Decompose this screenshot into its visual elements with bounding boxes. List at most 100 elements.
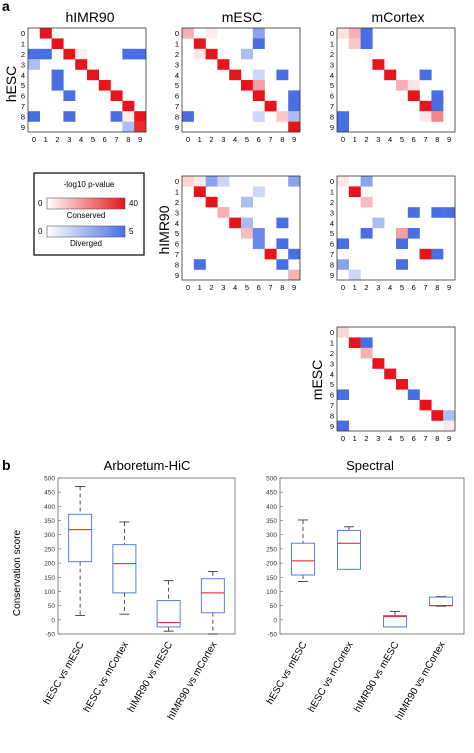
heatmap-cell — [396, 228, 408, 239]
boxplot-category-label: hESC vs mCortex — [306, 640, 355, 714]
heatmap-x-tick-label: 1 — [44, 135, 48, 144]
boxplot-frame — [279, 477, 465, 635]
col-title-himr90: hIMR90 — [65, 9, 114, 25]
heatmap-cell — [252, 28, 265, 39]
boxplot-right-title: Spectral — [346, 458, 394, 473]
heatmap-cell — [396, 80, 408, 91]
heatmap-cell — [217, 59, 230, 70]
boxplot-y-tick-label: 400 — [266, 504, 277, 511]
legend-conserved-label: Conserved — [67, 211, 106, 220]
heatmap-cell — [360, 176, 373, 187]
heatmap-x-tick-label: 5 — [400, 434, 404, 443]
boxplot-category-label: hIMR90 vs mESC — [352, 640, 401, 714]
legend-frame — [33, 172, 145, 256]
heatmap-cell — [288, 248, 301, 260]
heatmap-cell — [396, 259, 408, 270]
boxplot-y-tick-label: 100 — [44, 589, 55, 596]
heatmap-cell — [193, 176, 206, 187]
heatmap-cell — [360, 228, 373, 239]
heatmap-x-tick-label: 8 — [280, 283, 284, 292]
heatmap-cell — [28, 48, 40, 60]
heatmap-cell — [252, 38, 265, 49]
heatmap-x-tick-label: 2 — [55, 135, 59, 144]
heatmap-x-tick-label: 8 — [435, 434, 439, 443]
heatmap-cell — [205, 176, 218, 187]
heatmap-cell — [217, 207, 230, 218]
heatmap-cell — [337, 111, 349, 122]
boxplot-ylabel: Conservation score — [12, 529, 23, 616]
heatmap-cell — [407, 228, 420, 239]
heatmap-x-tick-label: 3 — [221, 283, 225, 292]
heatmap-x-tick-label: 8 — [126, 135, 130, 144]
heatmap-y-tick-label: 7 — [21, 102, 25, 111]
panel-a-letter: a — [2, 0, 10, 14]
heatmap-y-tick-label: 4 — [330, 219, 334, 228]
heatmap-cell — [229, 69, 242, 81]
heatmap-y-tick-label: 1 — [330, 188, 334, 197]
heatmap-cell — [229, 217, 242, 229]
heatmap-cell — [63, 90, 76, 101]
boxplot-y-tick-label: 350 — [266, 518, 277, 525]
heatmap-cell — [39, 28, 52, 39]
heatmap-cell — [337, 121, 349, 133]
heatmap-y-tick-label: 6 — [330, 240, 334, 249]
heatmap-x-tick-label: 3 — [376, 434, 380, 443]
heatmap-cell — [419, 100, 432, 112]
boxplot-y-tick-label: 250 — [266, 546, 277, 553]
heatmap-cell — [110, 90, 123, 101]
heatmap-frame — [181, 175, 301, 281]
boxplot-left-title: Arboretum-HiC — [104, 458, 191, 473]
heatmap-cell — [122, 48, 135, 60]
heatmap-cell — [182, 28, 194, 39]
heatmap-frame — [336, 175, 456, 281]
heatmap-cell — [431, 100, 444, 112]
boxplot-y-tick-label: 100 — [266, 589, 277, 596]
heatmap-cell — [193, 259, 206, 270]
heatmap-y-tick-label: 5 — [175, 229, 179, 238]
heatmap-cell — [134, 111, 147, 122]
heatmap-x-tick-label: 9 — [447, 434, 451, 443]
heatmap-x-tick-label: 5 — [245, 135, 249, 144]
boxplot-frame — [57, 477, 236, 635]
heatmap-x-tick-label: 6 — [412, 283, 416, 292]
boxplot-y-tick-label: 0 — [51, 617, 55, 624]
legend-diverged-label: Diverged — [70, 239, 102, 248]
heatmap-cell — [241, 196, 253, 208]
heatmap-y-tick-label: 0 — [330, 29, 334, 38]
heatmap-y-tick-label: 1 — [175, 188, 179, 197]
heatmap-cell — [63, 111, 76, 122]
heatmap-cell — [288, 176, 301, 187]
heatmap-cell — [348, 186, 361, 197]
heatmap-cell — [217, 176, 230, 187]
boxplot-spectral: -50 0 50 100 150 200 250 300 350 400 450 500 hESC vs… — [265, 476, 465, 722]
heatmap-cell — [252, 90, 265, 101]
heatmap-y-tick-label: 7 — [175, 102, 179, 111]
heatmap-cell — [431, 90, 444, 101]
heatmap-y-tick-label: 8 — [330, 411, 334, 420]
boxplot-category-label: hESC vs mESC — [42, 640, 87, 707]
heatmap-cell — [122, 111, 135, 122]
heatmap-y-tick-label: 3 — [330, 208, 334, 217]
boxplot-box — [156, 600, 181, 628]
heatmap-x-tick-label: 8 — [280, 135, 284, 144]
heatmap-cell — [264, 248, 277, 260]
heatmap-cell — [182, 111, 194, 122]
boxplot-box — [112, 544, 137, 594]
heatmap-cell — [431, 111, 444, 122]
heatmap-y-tick-label: 4 — [330, 370, 334, 379]
heatmap-x-tick-label: 4 — [79, 135, 83, 144]
heatmap-y-tick-label: 9 — [175, 271, 179, 280]
boxplot-box — [291, 542, 315, 576]
legend-diverged-min: 0 — [38, 227, 43, 236]
boxplot-y-tick-label: 300 — [44, 532, 55, 539]
heatmap-cell — [134, 121, 147, 133]
boxplot-box — [200, 578, 225, 614]
heatmap-cell — [431, 248, 444, 260]
legend-conserved-bar — [46, 197, 126, 210]
heatmap-cell — [348, 337, 361, 348]
heatmap-x-tick-label: 4 — [388, 283, 392, 292]
